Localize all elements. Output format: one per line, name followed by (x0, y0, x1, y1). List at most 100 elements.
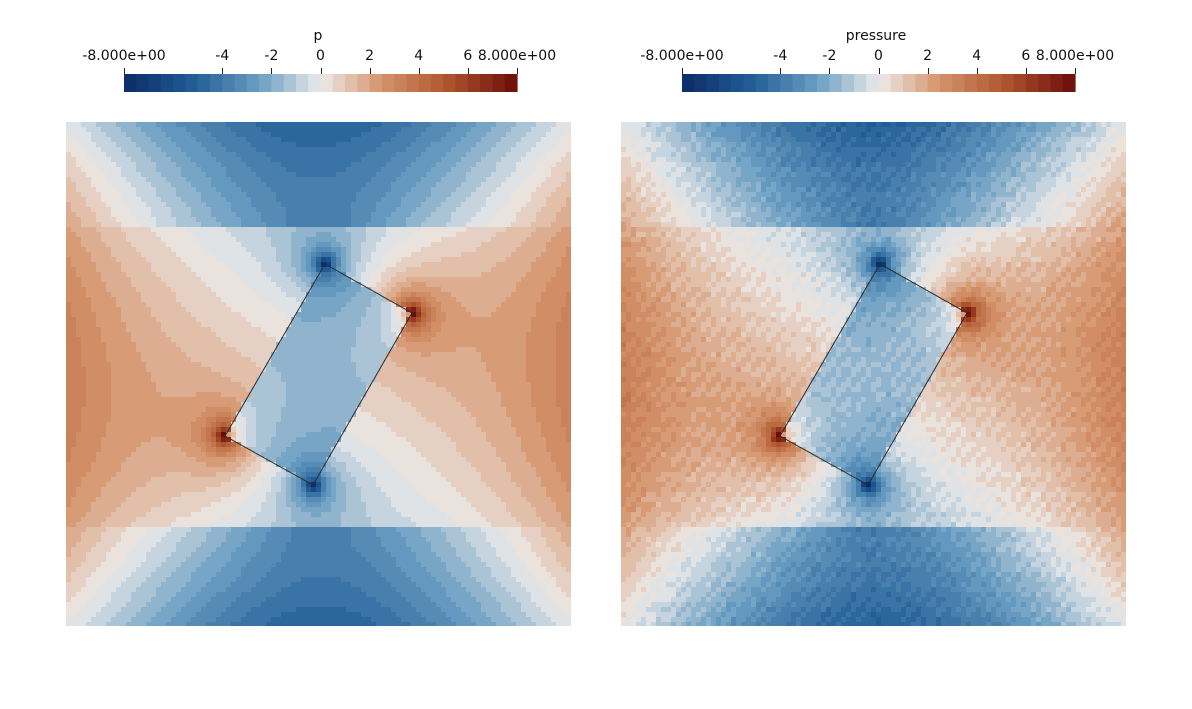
field-cell (71, 222, 77, 228)
field-cell (501, 192, 507, 198)
field-cell (396, 257, 402, 263)
field-cell (161, 127, 167, 133)
field-cell (446, 242, 452, 248)
field-cell (536, 177, 542, 183)
field-cell (531, 307, 537, 313)
field-cell (411, 347, 417, 353)
field-cell (371, 212, 377, 218)
field-cell (456, 307, 462, 313)
field-cell (81, 247, 87, 253)
field-cell (276, 172, 282, 178)
field-cell (516, 282, 522, 288)
field-cell (266, 282, 272, 288)
field-cell (216, 297, 222, 303)
field-cell (151, 287, 157, 293)
field-cell (141, 122, 147, 128)
field-cell (171, 267, 177, 273)
field-cell (521, 192, 527, 198)
field-cell (351, 362, 357, 368)
field-cell (181, 232, 187, 238)
field-cell (551, 312, 557, 318)
field-cell (191, 167, 197, 173)
field-cell (161, 317, 167, 323)
field-cell (121, 292, 127, 298)
field-cell (326, 152, 332, 158)
field-cell (526, 262, 532, 268)
field-cell (286, 272, 292, 278)
field-cell (511, 142, 517, 148)
field-cell (306, 312, 312, 318)
field-cell (351, 347, 357, 353)
colorbar-band (455, 74, 469, 92)
field-cell (271, 207, 277, 213)
field-cell (341, 247, 347, 253)
field-cell (146, 352, 152, 358)
field-cell (471, 332, 477, 338)
field-cell (506, 262, 512, 268)
field-cell (406, 337, 412, 343)
field-cell (431, 252, 437, 258)
field-cell (111, 307, 117, 313)
field-cell (476, 232, 482, 238)
field-cell (301, 192, 307, 198)
field-cell (306, 267, 312, 273)
field-cell (331, 177, 337, 183)
field-cell (76, 232, 82, 238)
field-cell (336, 252, 342, 258)
field-cell (76, 182, 82, 188)
field-cell (386, 177, 392, 183)
field-cell (546, 292, 552, 298)
field-cell (316, 232, 322, 238)
field-cell (266, 247, 272, 253)
field-cell (261, 352, 267, 358)
field-cell (436, 147, 442, 153)
field-cell (101, 217, 107, 223)
field-cell (481, 142, 487, 148)
field-cell (526, 157, 532, 163)
field-cell (481, 352, 487, 358)
field-cell (181, 247, 187, 253)
field-cell (126, 267, 132, 273)
field-cell (86, 292, 92, 298)
field-cell (116, 142, 122, 148)
field-cell (516, 327, 522, 333)
field-cell (421, 352, 427, 358)
field-cell (271, 242, 277, 248)
field-cell (456, 287, 462, 293)
field-cell (386, 362, 392, 368)
field-cell (216, 122, 222, 128)
field-cell (286, 217, 292, 223)
field-cell (246, 162, 252, 168)
field-cell (226, 312, 232, 318)
field-cell (396, 362, 402, 368)
colorbar-band (259, 74, 272, 92)
field-cell (416, 132, 422, 138)
field-cell (71, 337, 77, 343)
field-cell (356, 157, 362, 163)
field-cell (116, 152, 122, 158)
field-cell (236, 277, 242, 283)
field-cell (461, 217, 467, 223)
field-cell (326, 167, 332, 173)
field-cell (291, 197, 297, 203)
field-cell (561, 332, 567, 338)
field-cell (121, 277, 127, 283)
field-cell (466, 172, 472, 178)
field-cell (491, 272, 497, 278)
field-cell (346, 272, 352, 278)
field-cell (241, 267, 247, 273)
field-cell (351, 197, 357, 203)
field-cell (461, 337, 467, 343)
field-cell (306, 237, 312, 243)
field-cell (531, 342, 537, 348)
field-cell (346, 357, 352, 363)
field-cell (526, 142, 532, 148)
field-cell (171, 182, 177, 188)
field-cell (321, 327, 327, 333)
field-cell (236, 157, 242, 163)
field-cell (441, 187, 447, 193)
field-cell (366, 262, 372, 268)
field-cell (266, 257, 272, 263)
field-cell (421, 187, 427, 193)
field-cell (321, 297, 327, 303)
